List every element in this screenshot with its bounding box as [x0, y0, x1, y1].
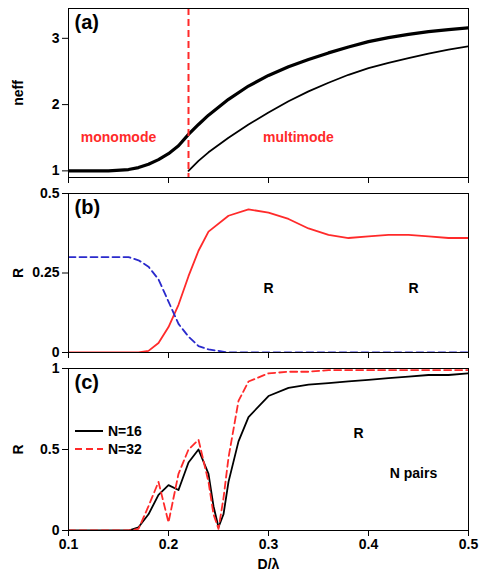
svg-text:1: 1: [52, 360, 60, 376]
svg-text:1: 1: [52, 162, 60, 178]
svg-text:R: R: [10, 444, 26, 454]
svg-text:(c): (c): [75, 371, 99, 393]
svg-text:0.3: 0.3: [259, 536, 279, 552]
svg-text:N pairs: N pairs: [390, 465, 438, 481]
svg-text:0.25: 0.25: [32, 264, 59, 280]
svg-text:0.1: 0.1: [59, 536, 79, 552]
html-text:N=32: N=32: [108, 441, 142, 457]
svg-text:R: R: [408, 280, 418, 296]
svg-text:0.2: 0.2: [159, 536, 179, 552]
svg-text:R: R: [263, 280, 273, 296]
svg-text:neff: neff: [10, 80, 26, 106]
html-text:N=16: N=16: [108, 423, 142, 439]
svg-text:(b): (b): [75, 196, 101, 218]
svg-text:0.5: 0.5: [459, 536, 479, 552]
svg-text:multimode: multimode: [263, 129, 334, 145]
svg-text:2: 2: [52, 96, 60, 112]
svg-text:0.5: 0.5: [40, 441, 60, 457]
svg-text:0.5: 0.5: [40, 185, 60, 201]
svg-text:3: 3: [52, 30, 60, 46]
svg-text:0.4: 0.4: [359, 536, 379, 552]
svg-text:R: R: [10, 268, 26, 278]
svg-text:0: 0: [52, 344, 60, 360]
svg-text:(a): (a): [75, 11, 99, 33]
svg-text:0: 0: [51, 522, 60, 538]
svg-text:monomode: monomode: [81, 129, 157, 145]
svg-text:D/λ: D/λ: [258, 556, 280, 572]
svg-text:R: R: [353, 425, 363, 441]
